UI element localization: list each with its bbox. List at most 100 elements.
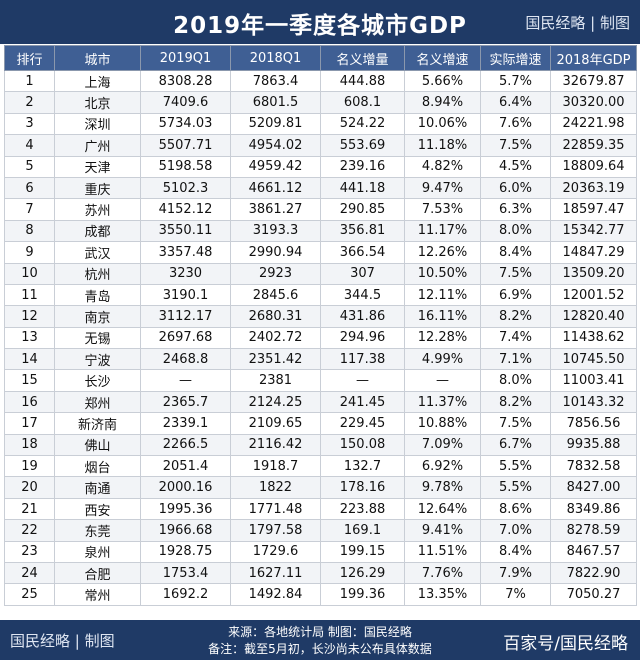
rank-cell: 23 [4, 540, 55, 563]
col-header-nominal-increase: 名义增量 [320, 45, 405, 71]
table-row: 14 宁波 2468.8 2351.42 117.38 4.99% 7.1% 10745.50 [4, 348, 637, 371]
real-growth-cell: 7.5% [480, 134, 551, 157]
nominal-increase-cell: 126.29 [320, 561, 405, 585]
city-cell: 东莞 [54, 519, 141, 542]
table-row: 2 北京 7409.6 6801.5 608.1 8.94% 6.4% 30320.00 [4, 91, 637, 114]
city-cell: 新济南 [54, 412, 141, 435]
rank-cell: 2 [4, 91, 55, 114]
q1-2019-cell: 4152.12 [140, 198, 231, 221]
nominal-growth-cell: 16.11% [404, 305, 481, 328]
q1-2018-cell: 2990.94 [230, 241, 321, 264]
table-row: 22 东莞 1966.68 1797.58 169.1 9.41% 7.0% 8278.59 [4, 519, 637, 542]
table-row: 25 常州 1692.2 1492.84 199.36 13.35% 7% 7050.27 [4, 583, 637, 606]
q1-2018-cell: 1822 [230, 476, 321, 499]
q1-2018-cell: 2351.42 [230, 348, 321, 371]
nominal-increase-cell: 553.69 [320, 134, 405, 157]
gdp-2018-cell: 32679.87 [550, 69, 637, 93]
gdp-table: 排行 城市 2019Q1 2018Q1 名义增量 名义增速 实际增速 2018年… [4, 45, 637, 606]
city-cell: 杭州 [54, 262, 141, 285]
gdp-2018-cell: 18597.47 [550, 198, 637, 221]
gdp-2018-cell: 8349.86 [550, 497, 637, 521]
rank-cell: 10 [4, 262, 55, 285]
city-cell: 北京 [54, 91, 141, 114]
real-growth-cell: 8.0% [480, 219, 551, 243]
gdp-2018-cell: 18809.64 [550, 155, 637, 178]
real-growth-cell: 6.4% [480, 91, 551, 114]
q1-2019-cell: 1995.36 [140, 497, 231, 521]
city-cell: 武汉 [54, 241, 141, 264]
nominal-growth-cell: 12.28% [404, 326, 481, 350]
gdp-2018-cell: 12820.40 [550, 305, 637, 328]
nominal-increase-cell: 132.7 [320, 455, 405, 478]
city-cell: 南京 [54, 305, 141, 328]
q1-2019-cell: 3190.1 [140, 283, 231, 307]
nominal-increase-cell: 239.16 [320, 155, 405, 178]
table-row: 21 西安 1995.36 1771.48 223.88 12.64% 8.6% 8349.8… [4, 497, 637, 521]
rank-cell: 20 [4, 476, 55, 499]
real-growth-cell: 7.0% [480, 519, 551, 542]
nominal-increase-cell: 199.36 [320, 583, 405, 606]
q1-2018-cell: 2923 [230, 262, 321, 285]
q1-2018-cell: 6801.5 [230, 91, 321, 114]
nominal-increase-cell: 223.88 [320, 497, 405, 521]
gdp-2018-cell: 7822.90 [550, 561, 637, 585]
nominal-increase-cell: 307 [320, 262, 405, 285]
table-row: 1 上海 8308.28 7863.4 444.88 5.66% 5.7% 32679.87 [4, 69, 637, 93]
real-growth-cell: 7% [480, 583, 551, 606]
q1-2019-cell: 2051.4 [140, 455, 231, 478]
nominal-growth-cell: 6.92% [404, 455, 481, 478]
rank-cell: 21 [4, 497, 55, 521]
rank-cell: 9 [4, 241, 55, 264]
city-cell: 烟台 [54, 455, 141, 478]
q1-2019-cell: 5198.58 [140, 155, 231, 178]
city-cell: 常州 [54, 583, 141, 606]
real-growth-cell: 5.5% [480, 476, 551, 499]
real-growth-cell: 7.6% [480, 112, 551, 136]
nominal-growth-cell: 7.53% [404, 198, 481, 221]
q1-2018-cell: 2124.25 [230, 390, 321, 414]
table-row: 5 天津 5198.58 4959.42 239.16 4.82% 4.5% 18809.64 [4, 155, 637, 178]
gdp-2018-cell: 7050.27 [550, 583, 637, 606]
real-growth-cell: 8.6% [480, 497, 551, 521]
rank-cell: 22 [4, 519, 55, 542]
table-row: 13 无锡 2697.68 2402.72 294.96 12.28% 7.4% 11438.… [4, 326, 637, 350]
q1-2019-cell: 1692.2 [140, 583, 231, 606]
rank-cell: 17 [4, 412, 55, 435]
footer-note: 备注：截至5月初，长沙尚未公布具体数据 [208, 642, 432, 656]
nominal-increase-cell: 241.45 [320, 390, 405, 414]
gdp-2018-cell: 30320.00 [550, 91, 637, 114]
q1-2018-cell: 2402.72 [230, 326, 321, 350]
col-header-rank: 排行 [4, 45, 55, 71]
gdp-2018-cell: 8467.57 [550, 540, 637, 563]
q1-2019-cell: 2468.8 [140, 348, 231, 371]
gdp-2018-cell: 13509.20 [550, 262, 637, 285]
real-growth-cell: 6.7% [480, 433, 551, 457]
q1-2019-cell: 5734.03 [140, 112, 231, 136]
q1-2019-cell: 8308.28 [140, 69, 231, 93]
city-cell: 长沙 [54, 369, 141, 392]
col-header-nominal-growth: 名义增速 [404, 45, 481, 71]
table-row: 9 武汉 3357.48 2990.94 366.54 12.26% 8.4% 14847.2… [4, 241, 637, 264]
q1-2019-cell: 7409.6 [140, 91, 231, 114]
real-growth-cell: 8.0% [480, 369, 551, 392]
table-header-row: 排行 城市 2019Q1 2018Q1 名义增量 名义增速 实际增速 2018年… [4, 45, 637, 71]
city-cell: 泉州 [54, 540, 141, 563]
table-row: 23 泉州 1928.75 1729.6 199.15 11.51% 8.4% 8467.57 [4, 540, 637, 563]
table-row: 6 重庆 5102.3 4661.12 441.18 9.47% 6.0% 20363.19 [4, 176, 637, 200]
nominal-increase-cell: 344.5 [320, 283, 405, 307]
rank-cell: 3 [4, 112, 55, 136]
gdp-2018-cell: 10143.32 [550, 390, 637, 414]
rank-cell: 13 [4, 326, 55, 350]
nominal-growth-cell: 12.64% [404, 497, 481, 521]
gdp-2018-cell: 22859.35 [550, 134, 637, 157]
title-bar: 2019年一季度各城市GDP 国民经略 | 制图 [0, 0, 640, 44]
table-row: 7 苏州 4152.12 3861.27 290.85 7.53% 6.3% 18597.47 [4, 198, 637, 221]
real-growth-cell: 8.4% [480, 540, 551, 563]
table-row: 17 新济南 2339.1 2109.65 229.45 10.88% 7.5% 7856.5… [4, 412, 637, 435]
city-cell: 青岛 [54, 283, 141, 307]
gdp-2018-cell: 20363.19 [550, 176, 637, 200]
table-row: 15 长沙 —2381— —8.0% 11003.41 [4, 369, 637, 392]
real-growth-cell: 7.5% [480, 262, 551, 285]
nominal-growth-cell: 10.50% [404, 262, 481, 285]
q1-2019-cell: 1966.68 [140, 519, 231, 542]
